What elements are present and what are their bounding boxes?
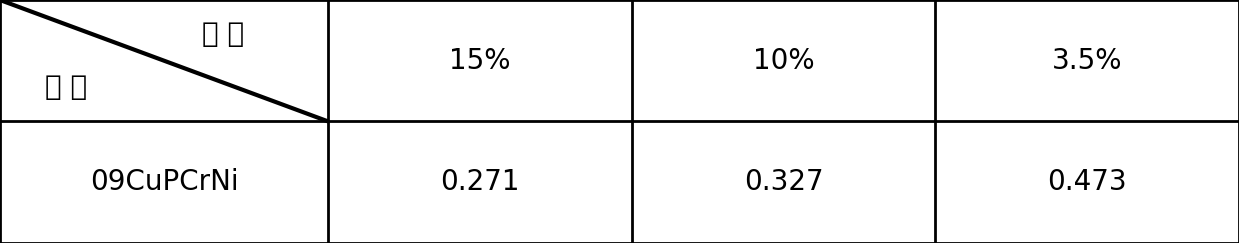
Text: 09CuPCrNi: 09CuPCrNi <box>90 168 238 196</box>
Text: 3.5%: 3.5% <box>1052 47 1123 75</box>
Text: 试 种: 试 种 <box>45 73 87 102</box>
Text: 0.271: 0.271 <box>440 168 520 196</box>
Text: 15%: 15% <box>450 47 510 75</box>
Text: 10%: 10% <box>753 47 814 75</box>
Text: 0.473: 0.473 <box>1047 168 1127 196</box>
Text: 0.327: 0.327 <box>743 168 824 196</box>
Text: 浓 度: 浓 度 <box>202 20 244 48</box>
